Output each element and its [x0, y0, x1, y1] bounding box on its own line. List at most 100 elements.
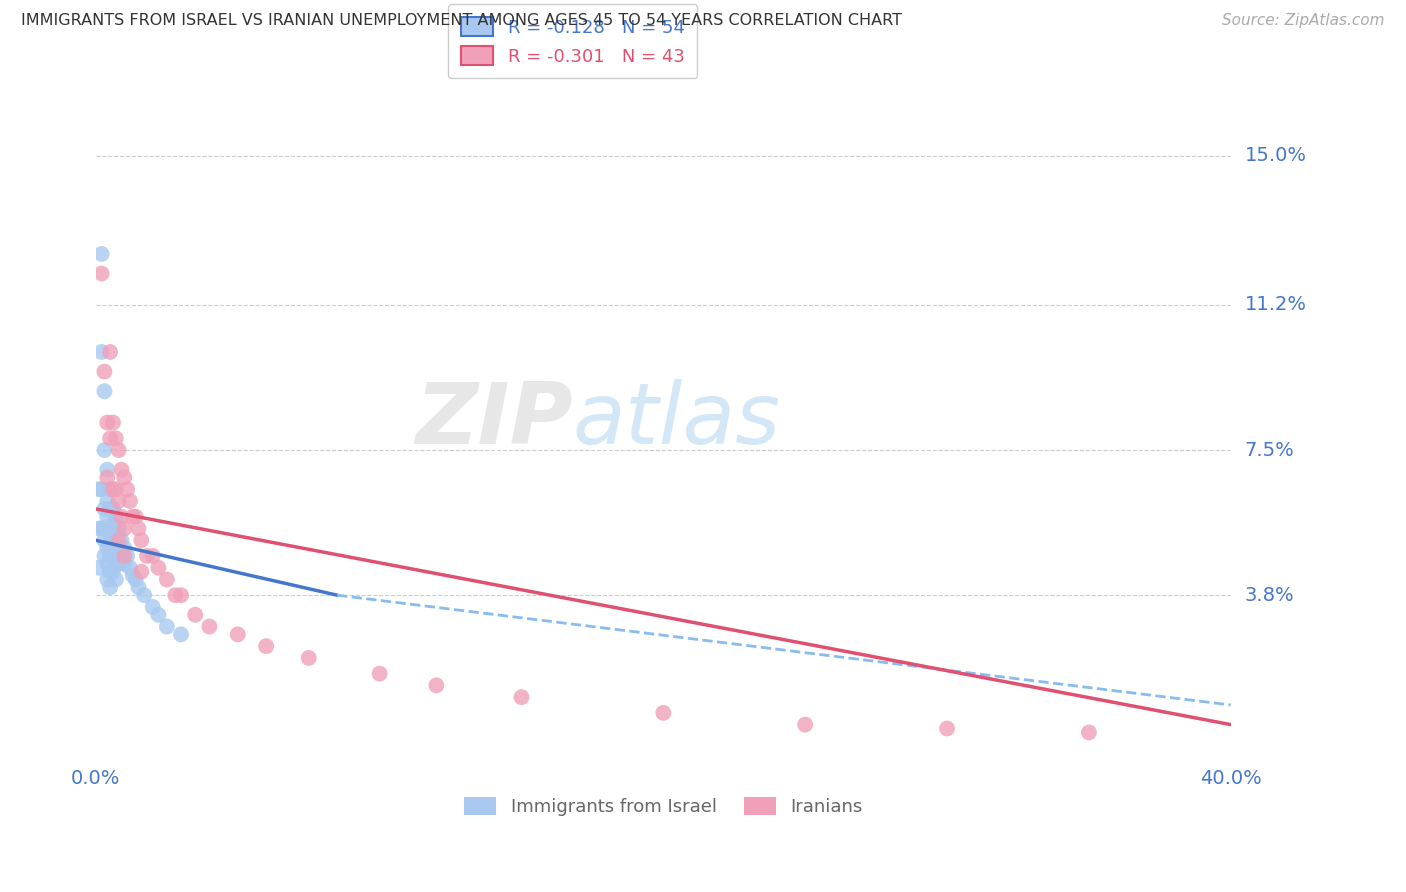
Point — [98, 533, 121, 548]
Point — [124, 573, 146, 587]
Point — [112, 470, 135, 484]
Point — [101, 501, 124, 516]
Point — [98, 549, 121, 563]
Point — [115, 483, 138, 497]
Point — [298, 651, 321, 665]
Point — [93, 501, 115, 516]
Point — [107, 541, 129, 555]
Point — [93, 384, 115, 399]
Point — [165, 588, 187, 602]
Point — [98, 580, 121, 594]
Point — [96, 416, 118, 430]
Point — [104, 557, 127, 571]
Text: IMMIGRANTS FROM ISRAEL VS IRANIAN UNEMPLOYMENT AMONG AGES 45 TO 54 YEARS CORRELA: IMMIGRANTS FROM ISRAEL VS IRANIAN UNEMPL… — [21, 13, 903, 29]
Point — [90, 345, 112, 359]
Point — [112, 549, 135, 563]
Point — [90, 521, 112, 535]
Point — [90, 483, 112, 497]
Point — [98, 431, 121, 445]
Point — [1077, 725, 1099, 739]
Point — [104, 525, 127, 540]
Point — [121, 568, 143, 582]
Point — [104, 541, 127, 555]
Point — [101, 517, 124, 532]
Point — [101, 549, 124, 563]
Point — [112, 557, 135, 571]
Point — [90, 247, 112, 261]
Text: 3.8%: 3.8% — [1244, 586, 1295, 605]
Point — [368, 666, 391, 681]
Point — [136, 549, 159, 563]
Point — [87, 521, 110, 535]
Point — [101, 483, 124, 497]
Text: 11.2%: 11.2% — [1244, 295, 1306, 314]
Point — [254, 639, 277, 653]
Point — [124, 509, 146, 524]
Point — [112, 521, 135, 535]
Point — [156, 573, 179, 587]
Point — [425, 678, 447, 692]
Point — [104, 573, 127, 587]
Point — [98, 483, 121, 497]
Point — [96, 557, 118, 571]
Point — [170, 588, 193, 602]
Point — [96, 573, 118, 587]
Point — [96, 470, 118, 484]
Point — [198, 619, 221, 633]
Point — [127, 580, 149, 594]
Point — [794, 717, 817, 731]
Point — [134, 588, 156, 602]
Point — [142, 549, 165, 563]
Point — [131, 533, 153, 548]
Point — [107, 443, 129, 458]
Point — [110, 533, 132, 548]
Point — [104, 431, 127, 445]
Point — [104, 509, 127, 524]
Point — [93, 549, 115, 563]
Point — [93, 443, 115, 458]
Point — [96, 463, 118, 477]
Text: ZIP: ZIP — [415, 379, 572, 462]
Point — [107, 494, 129, 508]
Point — [101, 565, 124, 579]
Text: 15.0%: 15.0% — [1244, 146, 1306, 165]
Point — [148, 560, 170, 574]
Point — [121, 509, 143, 524]
Point — [142, 599, 165, 614]
Point — [107, 557, 129, 571]
Text: 7.5%: 7.5% — [1244, 441, 1295, 459]
Point — [96, 509, 118, 524]
Point — [226, 627, 249, 641]
Point — [110, 463, 132, 477]
Point — [127, 521, 149, 535]
Point — [107, 521, 129, 535]
Point — [184, 607, 207, 622]
Point — [96, 494, 118, 508]
Point — [115, 549, 138, 563]
Point — [101, 533, 124, 548]
Point — [118, 494, 141, 508]
Point — [87, 560, 110, 574]
Point — [104, 483, 127, 497]
Point — [90, 267, 112, 281]
Point — [156, 619, 179, 633]
Point — [936, 722, 959, 736]
Point — [98, 565, 121, 579]
Point — [110, 509, 132, 524]
Point — [98, 501, 121, 516]
Point — [112, 541, 135, 555]
Point — [101, 416, 124, 430]
Point — [93, 533, 115, 548]
Point — [98, 521, 121, 535]
Text: atlas: atlas — [572, 379, 780, 462]
Text: Source: ZipAtlas.com: Source: ZipAtlas.com — [1222, 13, 1385, 29]
Point — [131, 565, 153, 579]
Point — [87, 483, 110, 497]
Point — [510, 690, 533, 705]
Point — [148, 607, 170, 622]
Point — [107, 533, 129, 548]
Point — [170, 627, 193, 641]
Point — [652, 706, 675, 720]
Point — [96, 541, 118, 555]
Point — [110, 549, 132, 563]
